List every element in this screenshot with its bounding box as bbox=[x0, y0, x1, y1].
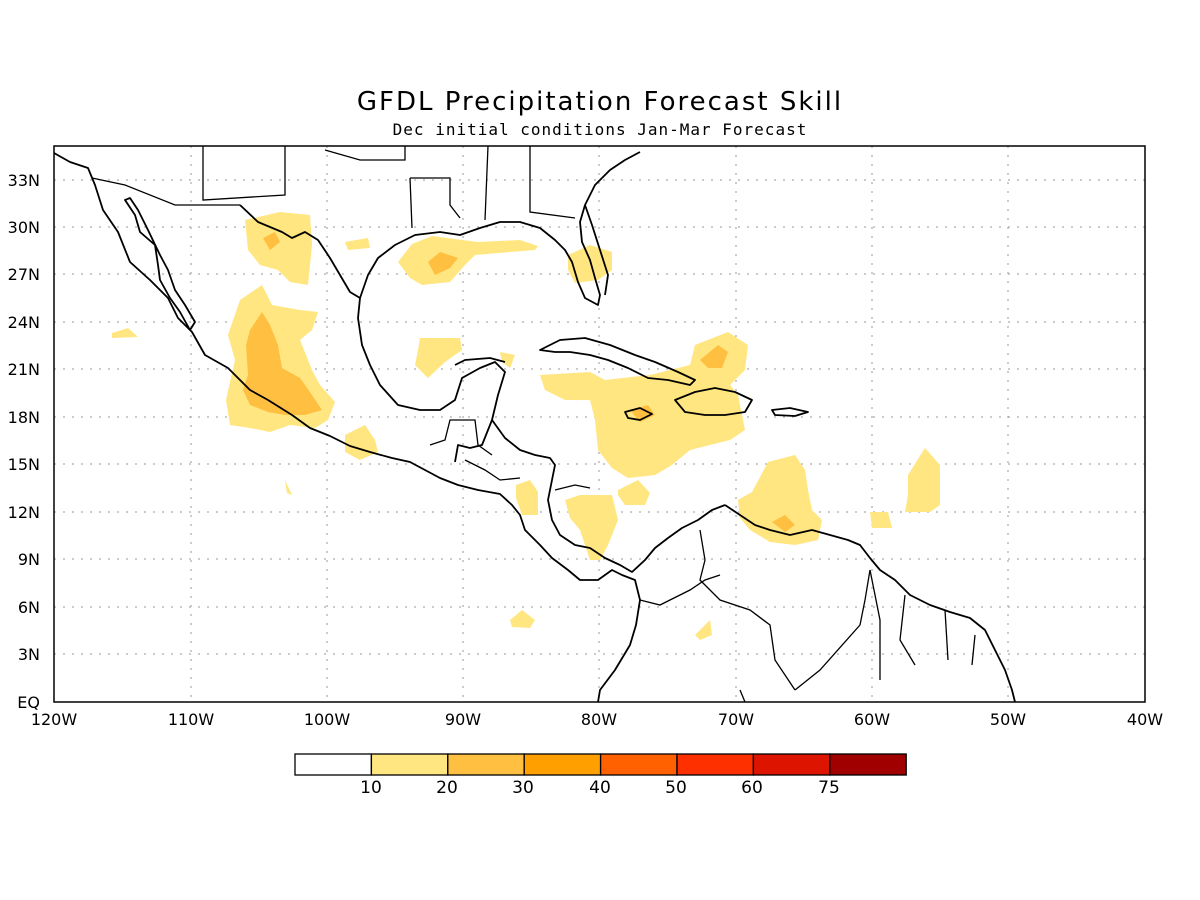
lon-label: 80W bbox=[581, 710, 617, 729]
colorbar-label: 50 bbox=[665, 778, 687, 798]
skill-shading-10-20 bbox=[112, 212, 940, 640]
colorbar-swatch bbox=[829, 753, 907, 776]
lat-label: 6N bbox=[18, 598, 40, 617]
lon-label: 110W bbox=[168, 710, 215, 729]
lat-label: 30N bbox=[8, 218, 40, 237]
lat-label: 24N bbox=[8, 313, 40, 332]
lat-label: 27N bbox=[8, 265, 40, 284]
lon-label: 50W bbox=[990, 710, 1026, 729]
map-subtitle: Dec initial conditions Jan-Mar Forecast bbox=[393, 120, 808, 139]
lat-label: 21N bbox=[8, 360, 40, 379]
borders bbox=[91, 145, 976, 703]
lon-label: 120W bbox=[31, 710, 78, 729]
lon-label: 100W bbox=[304, 710, 351, 729]
colorbar-swatch bbox=[752, 753, 831, 776]
colorbar-swatch bbox=[447, 753, 525, 776]
colorbar-swatch bbox=[370, 753, 449, 776]
colorbar: 10 20 30 40 50 60 75 bbox=[294, 753, 907, 798]
lat-label: EQ bbox=[17, 693, 40, 712]
colorbar-swatch bbox=[523, 753, 602, 776]
colorbar-label: 75 bbox=[818, 778, 840, 798]
map-title: GFDL Precipitation Forecast Skill bbox=[357, 87, 843, 117]
plot-frame bbox=[53, 145, 1146, 703]
lat-label: 18N bbox=[8, 408, 40, 427]
lon-label: 40W bbox=[1127, 710, 1163, 729]
lat-label: 33N bbox=[8, 171, 40, 190]
lat-label: 9N bbox=[18, 550, 40, 569]
lon-label: 90W bbox=[445, 710, 481, 729]
colorbar-label: 10 bbox=[360, 778, 382, 798]
latitude-labels: 33N 30N 27N 24N 21N 18N 15N 12N 9N 6N 3N… bbox=[8, 171, 40, 712]
colorbar-swatch bbox=[676, 753, 755, 776]
lat-label: 15N bbox=[8, 455, 40, 474]
coastlines bbox=[53, 151, 1016, 703]
colorbar-swatch bbox=[294, 753, 373, 776]
colorbar-label: 20 bbox=[436, 778, 458, 798]
colorbar-label: 60 bbox=[741, 778, 763, 798]
lon-label: 70W bbox=[718, 710, 754, 729]
lat-label: 12N bbox=[8, 503, 40, 522]
lat-label: 3N bbox=[18, 645, 40, 664]
colorbar-label: 40 bbox=[589, 778, 611, 798]
colorbar-swatch bbox=[599, 753, 678, 776]
longitude-labels: 120W 110W 100W 90W 80W 70W 60W 50W 40W bbox=[31, 710, 1163, 729]
lon-label: 60W bbox=[854, 710, 890, 729]
colorbar-label: 30 bbox=[512, 778, 534, 798]
